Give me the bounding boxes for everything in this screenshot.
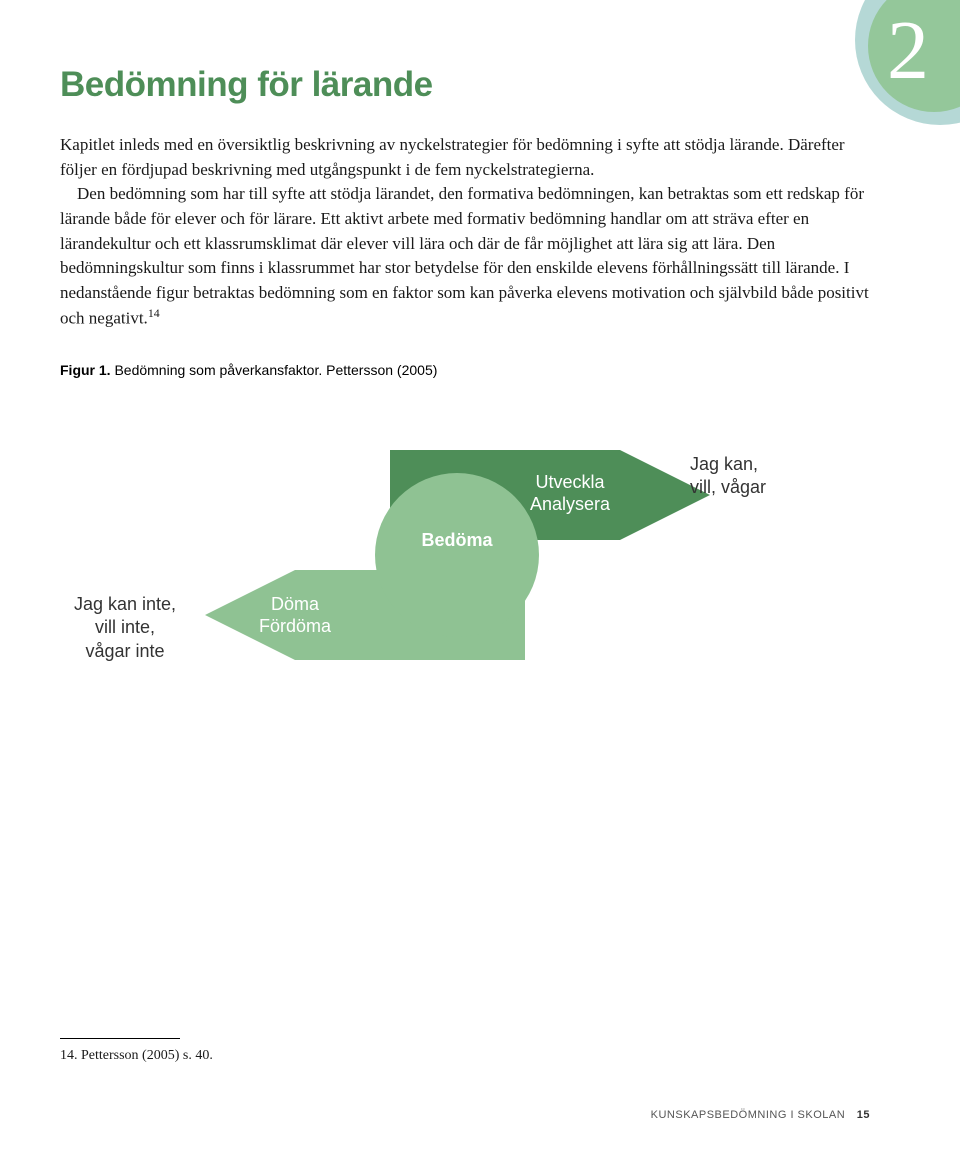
figure-caption-bold: Figur 1.	[60, 362, 111, 378]
page-title: Bedömning för lärande	[60, 65, 870, 105]
arrow-right-l2: Analysera	[530, 494, 611, 514]
footnote-rule	[60, 1038, 180, 1039]
label-left-l2: vill inte,	[95, 617, 155, 637]
page: 2 Bedömning för lärande Kapitlet inleds …	[0, 0, 960, 1159]
footnote: 14. Pettersson (2005) s. 40.	[60, 1048, 213, 1064]
page-number: 15	[857, 1109, 870, 1121]
footnote-ref: 14	[148, 306, 160, 320]
diagram-label-left: Jag kan inte, vill inte, vågar inte	[60, 593, 190, 663]
label-right-l2: vill, vågar	[690, 477, 766, 497]
arrow-right-l1: Utveckla	[535, 472, 605, 492]
arrow-left-l2: Fördöma	[259, 616, 332, 636]
label-right-l1: Jag kan,	[690, 454, 758, 474]
body-p2: Den bedömning som har till syfte att stö…	[60, 184, 869, 328]
figure-caption-rest: Bedömning som påverkansfaktor. Pettersso…	[111, 362, 438, 378]
arrow-left-l1: Döma	[271, 594, 320, 614]
diagram: Jag kan inte, vill inte, vågar inte Utve…	[60, 398, 880, 698]
diagram-svg: Utveckla Analysera Döma Fördöma Bedöma	[200, 428, 720, 688]
chapter-number: 2	[887, 4, 929, 97]
figure-caption: Figur 1. Bedömning som påverkansfaktor. …	[60, 362, 870, 378]
chapter-badge: 2	[830, 0, 960, 140]
label-left-l1: Jag kan inte,	[74, 594, 176, 614]
body-text: Kapitlet inleds med en översiktlig beskr…	[60, 133, 870, 332]
footer-text: KUNSKAPSBEDÖMNING I SKOLAN	[651, 1109, 846, 1121]
diagram-label-right: Jag kan, vill, vågar	[690, 453, 810, 500]
label-left-l3: vågar inte	[85, 641, 164, 661]
circle-label: Bedöma	[421, 530, 493, 550]
center-circle	[375, 473, 539, 637]
body-p1: Kapitlet inleds med en översiktlig beskr…	[60, 135, 845, 179]
footer: KUNSKAPSBEDÖMNING I SKOLAN 15	[651, 1109, 870, 1121]
